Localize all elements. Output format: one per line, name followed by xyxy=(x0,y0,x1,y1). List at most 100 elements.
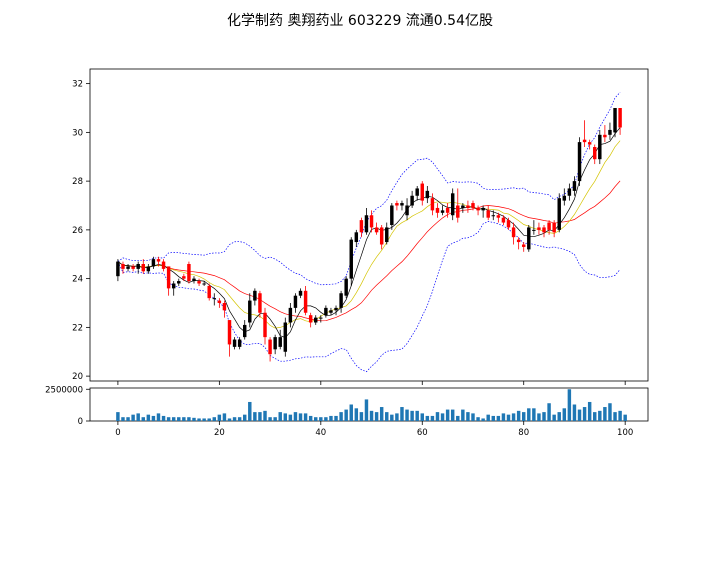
candle-body xyxy=(521,244,526,247)
candle-body xyxy=(603,134,607,138)
volume-bar xyxy=(293,412,298,421)
x-tick-label: 80 xyxy=(518,428,529,438)
volume-bar xyxy=(466,412,470,421)
volume-bar xyxy=(440,413,445,421)
volume-bar xyxy=(242,414,247,421)
volume-bar xyxy=(567,389,572,421)
volume-bar xyxy=(390,414,394,421)
candle-body xyxy=(385,227,389,243)
x-tick-label: 60 xyxy=(417,428,428,438)
volume-bar xyxy=(207,418,211,421)
volume-bar xyxy=(253,412,257,421)
candle-body xyxy=(537,227,541,230)
candle-body xyxy=(618,108,622,128)
candle-body xyxy=(308,315,313,323)
candle-body xyxy=(232,339,237,347)
candle-body xyxy=(613,108,617,133)
volume-bar xyxy=(598,410,602,421)
volume-bar xyxy=(562,408,567,421)
candle-body xyxy=(425,190,430,199)
candle-body xyxy=(547,222,551,230)
volume-bar xyxy=(237,417,242,421)
candle-body xyxy=(364,215,369,233)
candle-body xyxy=(445,207,450,213)
volume-bar xyxy=(623,414,627,421)
volume-y-tick-label: 2500000 xyxy=(45,385,83,395)
candle-body xyxy=(344,278,348,296)
volume-bar xyxy=(151,415,156,421)
volume-bar xyxy=(121,417,125,421)
candle-body xyxy=(146,266,151,272)
candle-body xyxy=(496,215,501,218)
candle-body xyxy=(461,205,465,208)
volume-bar xyxy=(587,401,592,421)
ma-long-line xyxy=(117,180,621,322)
volume-bar xyxy=(166,417,171,421)
volume-bar xyxy=(506,414,511,421)
candle-body xyxy=(506,220,511,228)
candle-body xyxy=(354,232,359,243)
volume-bar xyxy=(516,410,521,421)
volume-bar xyxy=(410,410,414,421)
volume-bar xyxy=(354,408,359,421)
candle-body xyxy=(237,339,242,347)
volume-bar xyxy=(385,412,389,421)
volume-bar xyxy=(146,414,151,421)
candle-body xyxy=(532,229,536,231)
candle-body xyxy=(516,239,521,243)
volume-bar xyxy=(456,415,460,421)
candle-body xyxy=(268,339,272,355)
candle-body xyxy=(562,195,567,201)
candle-body xyxy=(151,259,156,267)
volume-bar xyxy=(496,415,501,421)
volume-bar xyxy=(329,415,333,421)
volume-bar xyxy=(552,414,556,421)
y-tick-label: 26 xyxy=(72,226,83,236)
volume-bar xyxy=(263,410,267,421)
volume-bar xyxy=(618,410,622,421)
volume-bar xyxy=(187,417,191,421)
candle-body xyxy=(177,281,181,284)
candle-body xyxy=(486,210,490,218)
candle-body xyxy=(217,300,222,303)
candle-body xyxy=(131,266,135,269)
volume-bar xyxy=(161,415,166,421)
candle-body xyxy=(471,203,475,208)
candle-body xyxy=(374,227,379,233)
volume-bar xyxy=(582,407,587,421)
volume-bar xyxy=(182,417,186,421)
volume-bar xyxy=(486,414,490,421)
volume-bar xyxy=(339,412,343,421)
candle-body xyxy=(608,129,612,135)
volume-bar xyxy=(324,417,328,421)
volume-bar xyxy=(349,404,353,421)
volume-bar xyxy=(364,399,369,421)
candle-body xyxy=(466,205,470,208)
volume-bar xyxy=(379,407,384,421)
volume-bar xyxy=(283,413,288,421)
candle-body xyxy=(491,215,496,217)
candle-body xyxy=(481,207,485,211)
candle-body xyxy=(587,142,592,145)
volume-bar xyxy=(435,412,440,421)
volume-bar xyxy=(450,409,455,421)
candle-body xyxy=(288,307,293,323)
candle-body xyxy=(156,259,161,262)
candle-body xyxy=(273,337,277,350)
candle-body xyxy=(222,303,227,311)
candle-body xyxy=(253,290,257,301)
candle-body xyxy=(501,217,506,223)
x-tick-label: 20 xyxy=(214,428,225,438)
volume-bar xyxy=(471,413,475,421)
volume-bar xyxy=(572,404,577,421)
candle-body xyxy=(593,147,597,160)
candle-body xyxy=(415,188,419,196)
candle-body xyxy=(278,337,282,347)
volume-bar xyxy=(217,414,222,421)
candle-body xyxy=(293,295,298,308)
candle-body xyxy=(542,227,546,233)
volume-bar xyxy=(248,401,252,421)
volume-bar xyxy=(308,415,313,421)
volume-bar xyxy=(476,417,480,421)
volume-bar xyxy=(557,412,561,421)
